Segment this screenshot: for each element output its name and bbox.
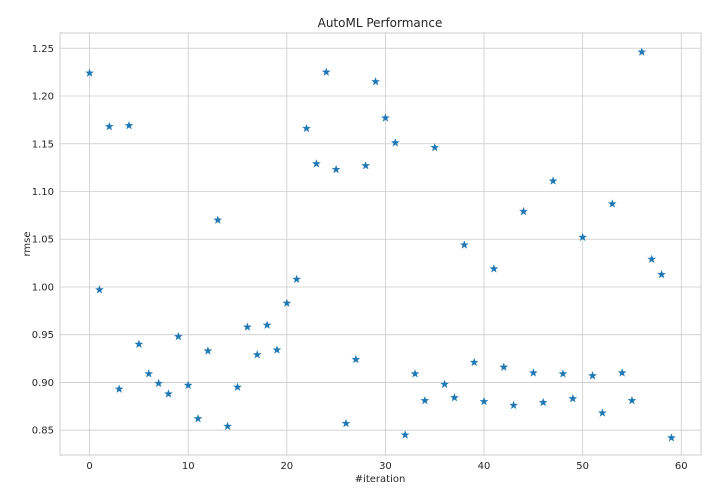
data-point bbox=[420, 395, 430, 405]
data-point bbox=[430, 142, 440, 152]
data-point bbox=[193, 414, 203, 423]
data-point bbox=[666, 433, 676, 442]
data-point bbox=[134, 339, 144, 349]
data-point bbox=[351, 354, 361, 364]
y-tick-label: 0.95 bbox=[32, 330, 54, 341]
y-tick-label: 1.10 bbox=[32, 187, 54, 198]
data-points bbox=[85, 47, 676, 442]
y-tick-label: 1.20 bbox=[32, 92, 54, 103]
data-point bbox=[144, 369, 154, 378]
data-point bbox=[252, 350, 262, 359]
x-tick-label: 60 bbox=[675, 461, 688, 472]
data-point bbox=[381, 113, 390, 122]
x-axis-label: #iteration bbox=[355, 474, 406, 485]
x-tick-label: 40 bbox=[478, 461, 491, 472]
data-point bbox=[558, 369, 568, 378]
data-point bbox=[440, 379, 450, 389]
data-point bbox=[390, 138, 400, 147]
grid-lines bbox=[60, 33, 701, 455]
data-point bbox=[233, 382, 242, 391]
x-tick-label: 0 bbox=[86, 461, 92, 472]
data-point bbox=[262, 320, 272, 329]
data-point bbox=[479, 396, 489, 406]
data-point bbox=[124, 120, 134, 130]
data-point bbox=[311, 159, 321, 168]
data-point bbox=[519, 206, 528, 216]
data-point bbox=[154, 378, 164, 388]
data-point bbox=[459, 240, 469, 249]
data-point bbox=[282, 298, 292, 307]
data-point bbox=[588, 371, 597, 380]
data-point bbox=[302, 123, 311, 133]
x-tick-label: 20 bbox=[280, 461, 293, 472]
data-point bbox=[104, 121, 114, 131]
y-tick-label: 1.15 bbox=[32, 139, 54, 150]
data-point bbox=[637, 47, 647, 56]
data-point bbox=[242, 322, 252, 331]
data-point bbox=[361, 161, 371, 170]
data-point bbox=[400, 430, 410, 439]
x-tick-label: 50 bbox=[576, 461, 589, 472]
y-axis-label: rmse bbox=[22, 231, 33, 256]
data-point bbox=[647, 254, 657, 264]
data-point bbox=[469, 357, 479, 367]
data-point bbox=[164, 389, 173, 398]
data-point bbox=[410, 369, 420, 378]
x-tick-label: 10 bbox=[182, 461, 195, 472]
y-tick-label: 1.00 bbox=[32, 282, 54, 293]
data-point bbox=[499, 362, 509, 371]
data-point bbox=[341, 418, 351, 428]
data-point bbox=[597, 408, 607, 417]
data-point bbox=[568, 394, 578, 403]
data-point bbox=[617, 368, 627, 377]
data-point bbox=[203, 346, 213, 355]
data-point bbox=[578, 232, 588, 242]
data-point bbox=[489, 264, 499, 273]
data-point bbox=[85, 68, 95, 77]
data-point bbox=[607, 199, 617, 208]
plot-frame bbox=[59, 32, 702, 456]
data-point bbox=[183, 380, 193, 390]
data-point bbox=[173, 331, 183, 341]
y-tick-label: 1.05 bbox=[32, 235, 54, 246]
data-point bbox=[627, 395, 637, 405]
data-point bbox=[528, 368, 538, 377]
data-point bbox=[114, 384, 124, 393]
data-point bbox=[223, 421, 233, 431]
data-point bbox=[213, 215, 223, 224]
data-point bbox=[450, 393, 459, 402]
data-point bbox=[331, 164, 341, 174]
y-tick-label: 0.85 bbox=[32, 426, 54, 437]
data-point bbox=[321, 67, 331, 76]
x-tick-label: 30 bbox=[379, 461, 392, 472]
data-point bbox=[657, 269, 666, 279]
data-point bbox=[272, 345, 282, 354]
data-point bbox=[292, 274, 302, 284]
y-tick-label: 1.25 bbox=[32, 44, 54, 55]
y-tick-label: 0.90 bbox=[32, 378, 54, 389]
y-tick-labels: 0.85 0.90 0.95 1.00 1.05 1.10 1.15 1.20 1.25 bbox=[32, 44, 54, 437]
chart-title: AutoML Performance bbox=[318, 16, 443, 30]
data-point bbox=[538, 397, 548, 407]
data-point bbox=[95, 285, 104, 294]
x-tick-labels: 0 10 20 30 40 50 60 bbox=[86, 461, 687, 472]
data-point bbox=[548, 176, 558, 185]
data-point bbox=[371, 77, 380, 86]
data-point bbox=[509, 400, 519, 410]
